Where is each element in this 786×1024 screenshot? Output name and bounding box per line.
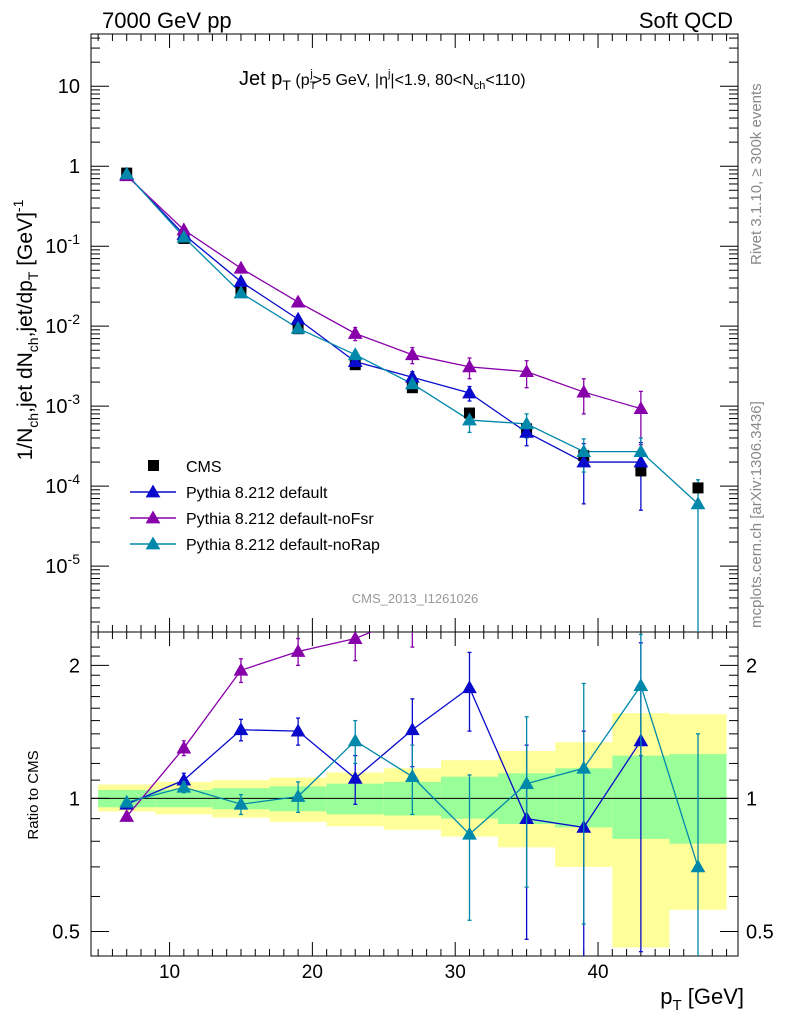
series-marker: [462, 385, 477, 399]
series-marker: [404, 376, 420, 390]
series-marker: [290, 320, 306, 334]
y-tick-label: 10-2: [45, 311, 80, 338]
series-marker: [347, 325, 363, 339]
series-marker: [233, 260, 249, 274]
series-marker: [576, 444, 592, 458]
main-series-layer: [119, 166, 706, 632]
ratio-tick-label-right: 1: [746, 788, 757, 810]
ratio-marker: [233, 662, 249, 676]
series-marker: [519, 424, 534, 438]
ratio-marker: [633, 678, 649, 691]
series-marker: [633, 444, 649, 458]
series-marker: [633, 454, 649, 468]
y-tick-label: 1: [69, 156, 80, 178]
y-tick-label: 10: [58, 76, 80, 98]
series-line: [126, 173, 699, 505]
series-marker: [347, 347, 363, 361]
series-marker: [290, 294, 306, 308]
series-marker: [576, 384, 592, 398]
legend-cms-marker: [148, 460, 159, 471]
ratio-marker: [519, 776, 534, 790]
ratio-marker: [347, 733, 363, 747]
y-axis-label: 1/Nch,jet dNch,jet/dpT [GeV]-1: [10, 199, 41, 460]
legend-series-marker: [145, 484, 161, 498]
legend-series-label: Pythia 8.212 default: [186, 485, 328, 502]
series-marker: [462, 412, 477, 426]
ratio-marker: [233, 722, 249, 736]
ratio-y-axis-label: Ratio to CMS: [25, 750, 42, 839]
x-tick-label: 20: [302, 962, 323, 983]
ratio-marker: [404, 769, 420, 783]
ratio-marker: [404, 722, 420, 736]
header-left-label: 7000 GeV pp: [102, 8, 232, 33]
legend-cms-label: CMS: [186, 459, 222, 476]
ratio-marker: [462, 826, 477, 840]
ratio-marker: [290, 723, 306, 737]
ratio-series-layer: [119, 475, 706, 956]
series-marker: [690, 496, 706, 510]
ratio-marker: [176, 740, 192, 754]
ratio-marker: [290, 643, 306, 657]
header-right-label: Soft QCD: [639, 8, 733, 33]
ratio-marker: [463, 536, 476, 547]
cms-data-point: [692, 482, 704, 494]
y-tick-label: 10-1: [45, 231, 80, 258]
series-marker: [233, 285, 249, 299]
ratio-marker: [406, 609, 419, 620]
legend-series-marker: [145, 536, 161, 550]
series-marker: [462, 359, 477, 373]
analysis-label: CMS_2013_I1261026: [352, 591, 479, 606]
x-axis-label: pT [GeV]: [660, 984, 744, 1014]
series-marker: [347, 354, 363, 368]
x-tick-label: 30: [445, 962, 466, 983]
series-marker: [404, 347, 420, 361]
legend-series-label: Pythia 8.212 default-noFsr: [186, 511, 374, 528]
ratio-series-line: [126, 632, 373, 817]
y-tick-label: 10-5: [45, 551, 80, 578]
legend-series-marker: [145, 510, 161, 524]
series-marker: [176, 229, 192, 243]
ratio-marker: [290, 789, 306, 802]
ratio-tick-label-left: 0.5: [52, 921, 80, 943]
y-tick-label: 10-3: [45, 391, 80, 418]
ratio-tick-label-right: 2: [746, 655, 757, 677]
ratio-marker: [462, 680, 477, 694]
legend: CMS Pythia 8.212 default Pythia 8.212 defa…: [130, 459, 380, 554]
x-tick-label: 10: [159, 962, 180, 983]
rivet-version-label: Rivet 3.1.10, ≥ 300k events: [748, 83, 765, 265]
ratio-marker: [347, 632, 363, 644]
ratio-marker: [119, 809, 135, 822]
ratio-marker: [347, 770, 363, 784]
series-marker: [519, 364, 534, 378]
mcplots-label: mcplots.cern.ch [arXiv:1306.3436]: [748, 401, 765, 628]
series-marker: [519, 416, 534, 430]
x-tick-label: 40: [587, 962, 608, 983]
ratio-marker: [176, 779, 192, 793]
series-line: [126, 175, 642, 410]
axes-ticks: 10 20 30 40 10-5 10-4 10-3 10-2 10-1 1 10 0.5 0.5 1 1 2…: [45, 34, 774, 983]
y-tick-label: 10-4: [45, 471, 80, 498]
ratio-marker: [233, 796, 249, 810]
ratio-marker: [690, 859, 706, 873]
ratio-tick-label-left: 2: [69, 655, 80, 677]
series-marker: [233, 274, 249, 288]
series-line: [126, 173, 641, 463]
ratio-marker: [520, 475, 533, 486]
ratio-tick-label-right: 0.5: [746, 921, 774, 943]
legend-series-label: Pythia 8.212 default-noRap: [186, 537, 380, 554]
series-marker: [633, 401, 649, 415]
series-marker: [576, 454, 592, 468]
ratio-tick-label-left: 1: [69, 788, 80, 810]
cms-data-point: [635, 465, 647, 477]
ratio-plot-frame: [90, 631, 739, 957]
plot-title: Jet pT (pTj>5 GeV, |ηj|<1.9, 80<Nch<110): [239, 68, 526, 93]
ratio-marker: [119, 794, 135, 808]
ratio-series-line: [126, 686, 642, 829]
series-marker: [119, 166, 135, 180]
ratio-marker: [576, 760, 592, 774]
